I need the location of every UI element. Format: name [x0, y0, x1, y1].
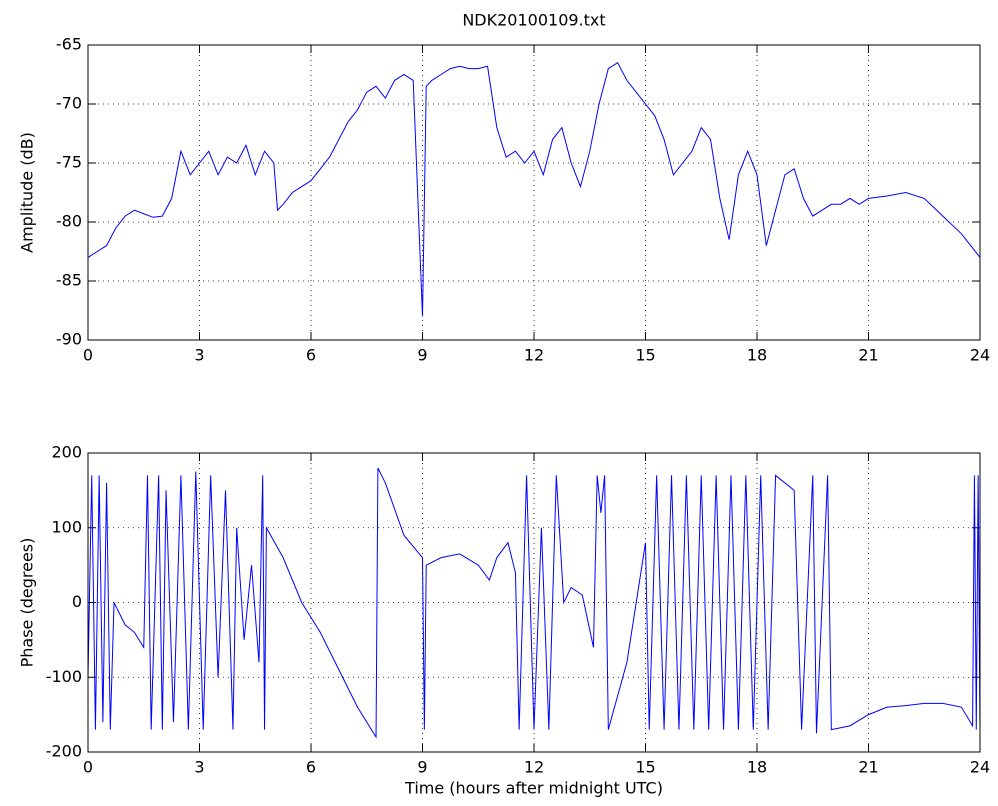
- x-tick-label: 9: [417, 758, 427, 777]
- y-tick-label: 100: [51, 517, 82, 536]
- y-tick-label: -200: [46, 742, 82, 761]
- chart-title: NDK20100109.txt: [462, 11, 605, 30]
- x-tick-label: 24: [970, 758, 990, 777]
- axes-frame: [87, 452, 981, 753]
- x-tick-label: 6: [306, 758, 316, 777]
- data-line: [87, 467, 981, 739]
- y-tick-label: -70: [56, 94, 82, 113]
- y-tick-label: -75: [56, 153, 82, 172]
- x-tick-label: 3: [194, 758, 204, 777]
- x-tick-label: 15: [635, 346, 655, 365]
- y-tick-label: -80: [56, 212, 82, 231]
- x-tick-label: 9: [417, 346, 427, 365]
- x-tick-label: 21: [858, 346, 878, 365]
- y-axis-label: Phase (degrees): [18, 538, 37, 668]
- y-tick-label: -100: [46, 667, 82, 686]
- axes-frame: [87, 44, 981, 341]
- x-tick-label: 0: [83, 346, 93, 365]
- x-tick-label: 6: [306, 346, 316, 365]
- x-tick-label: 3: [194, 346, 204, 365]
- x-tick-label: 24: [970, 346, 990, 365]
- x-tick-label: 0: [83, 758, 93, 777]
- y-tick-label: 200: [51, 443, 82, 462]
- y-tick-label: -85: [56, 271, 82, 290]
- y-axis-label: Amplitude (dB): [18, 132, 37, 253]
- x-tick-label: 18: [747, 758, 767, 777]
- x-tick-label: 12: [524, 346, 544, 365]
- x-tick-label: 15: [635, 758, 655, 777]
- x-tick-label: 12: [524, 758, 544, 777]
- x-axis-label: Time (hours after midnight UTC): [404, 779, 663, 798]
- y-tick-label: -90: [56, 330, 82, 349]
- y-tick-label: 0: [72, 592, 82, 611]
- x-tick-label: 21: [858, 758, 878, 777]
- x-tick-label: 18: [747, 346, 767, 365]
- y-tick-label: -65: [56, 35, 82, 54]
- data-line: [87, 61, 981, 317]
